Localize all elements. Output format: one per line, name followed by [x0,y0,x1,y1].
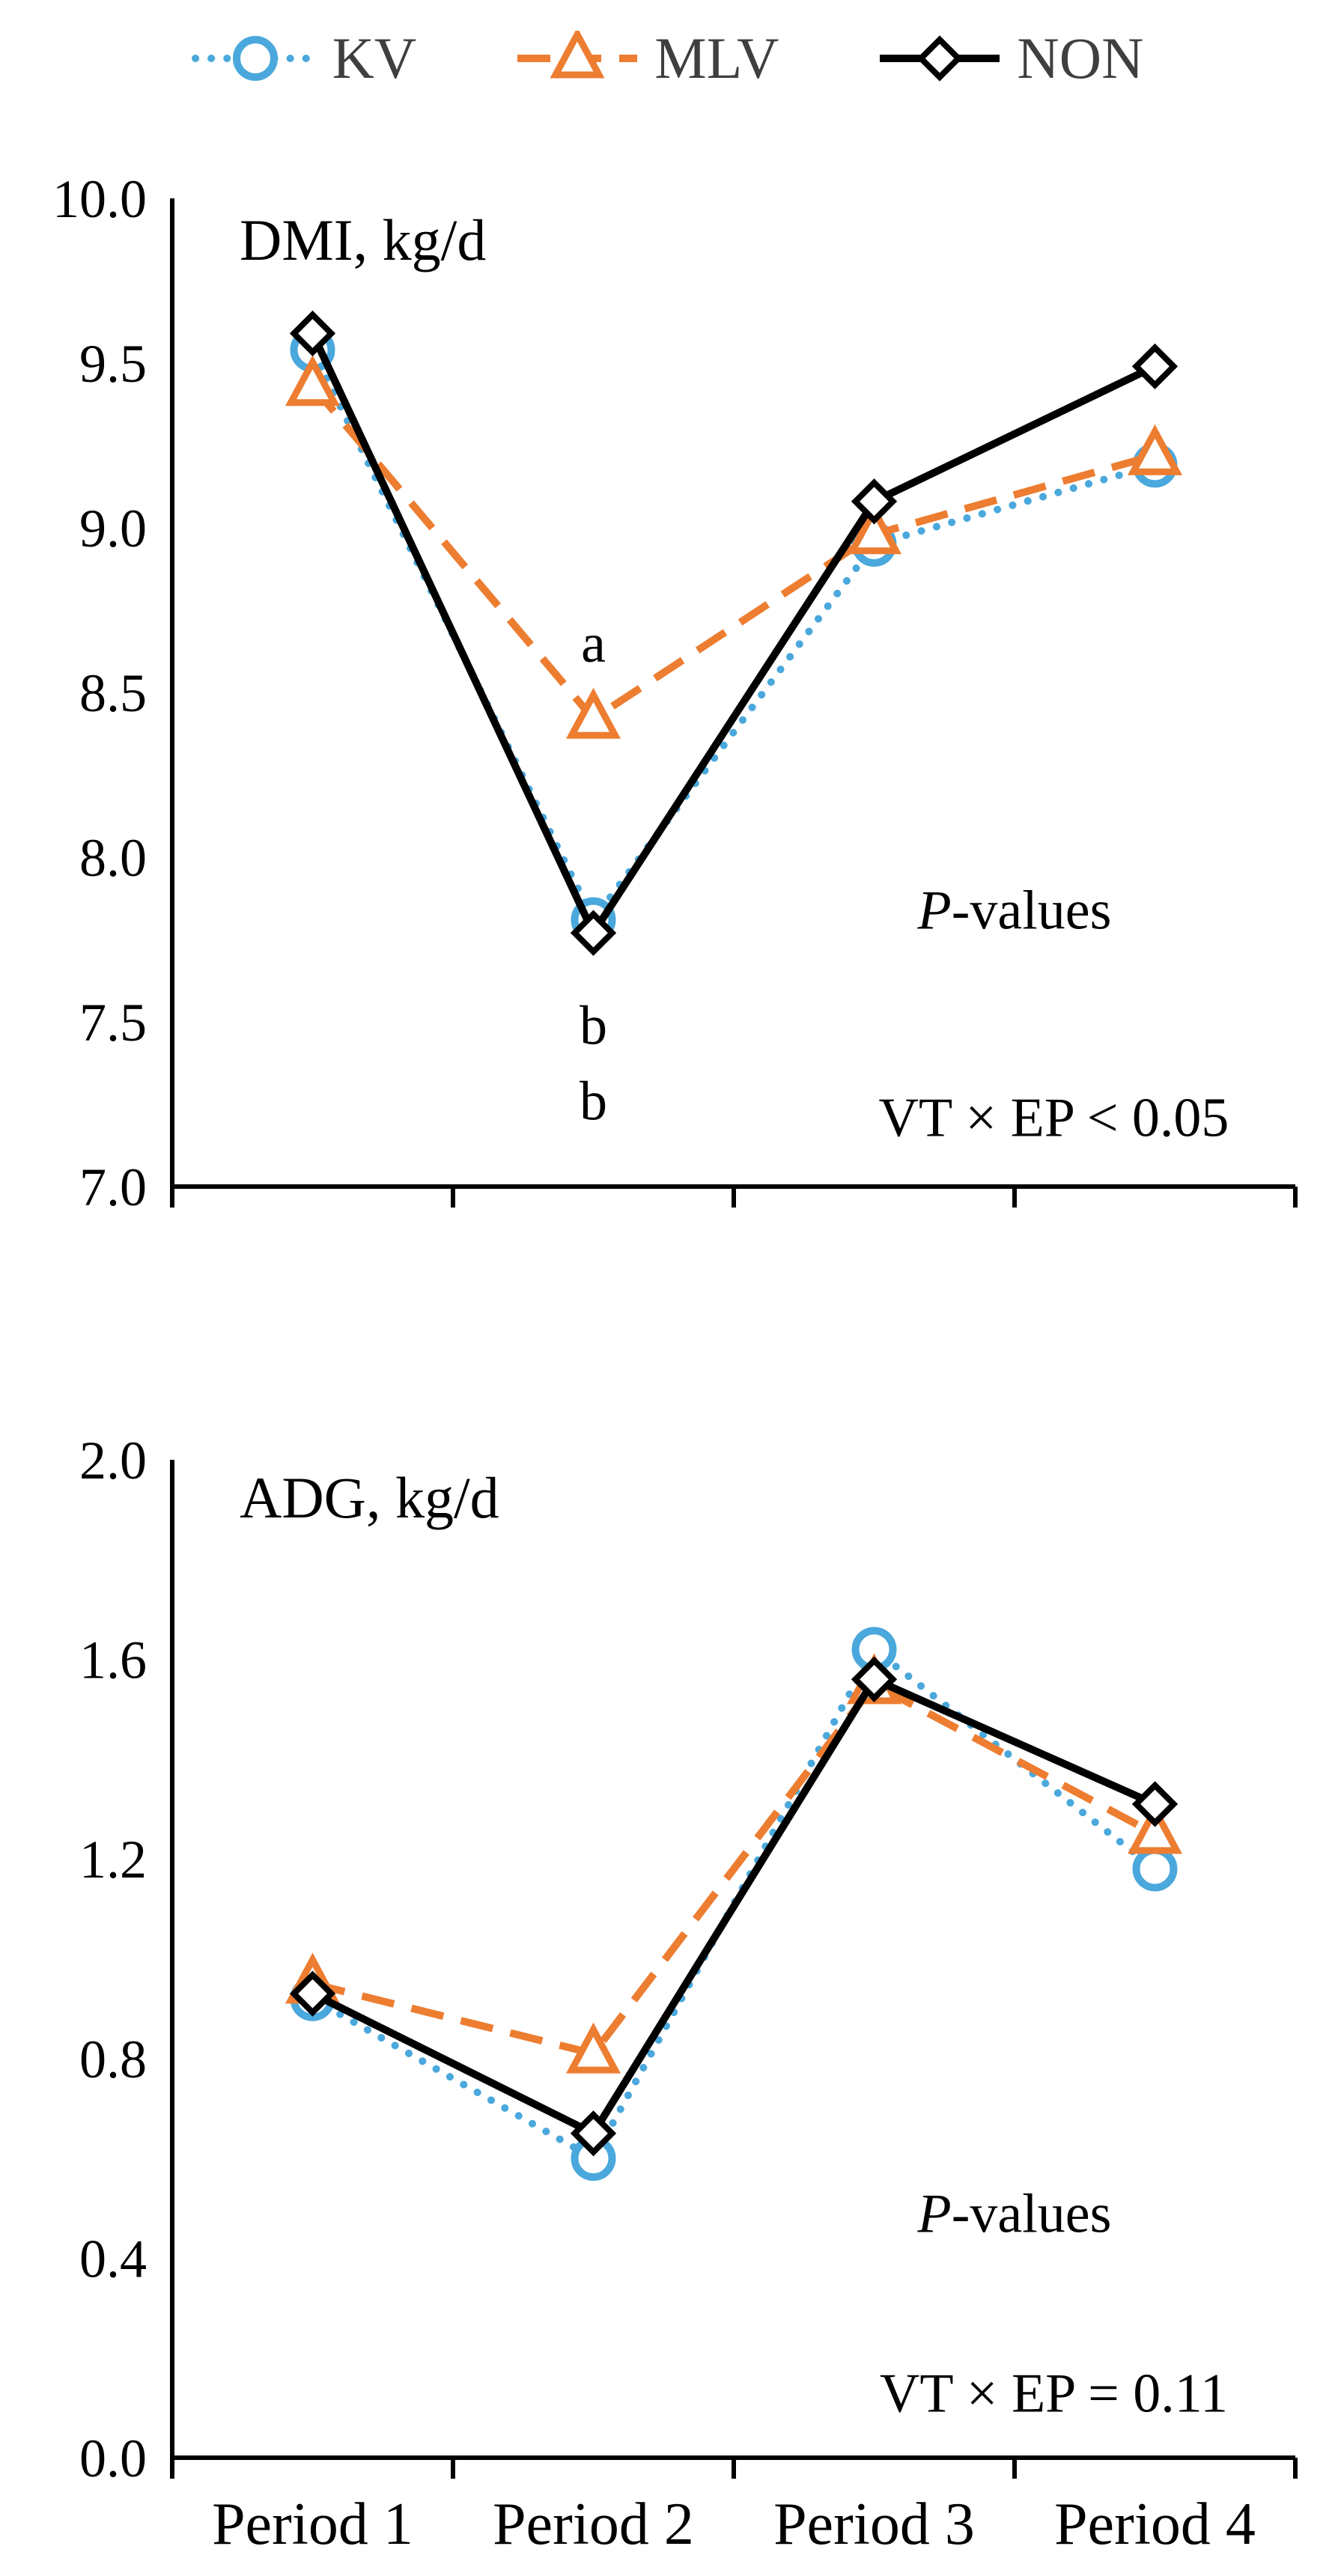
triangle-marker [565,687,621,739]
circle-marker [232,36,278,81]
diamond-marker [570,910,617,956]
annotation: b [580,1071,607,1133]
series-line-non [311,1674,1157,2139]
y-tick-label: 1.6 [79,1630,147,1690]
diamond-marker [289,1970,336,2017]
x-tick-label: Period 2 [493,2491,694,2557]
chart-legend: KV MLV NON [0,13,1335,103]
legend-label: NON [1017,25,1144,91]
x-tick-label: Period 1 [212,2491,413,2557]
x-tick-label: Period 3 [773,2491,975,2557]
diamond-marker [570,2110,617,2157]
triangle-marker [1127,424,1183,475]
triangle-marker [846,503,902,555]
series-line-mlv [311,1679,1157,2058]
diamond-marker [916,35,964,82]
series-line-kv [308,346,1159,928]
triangle-marker [1127,1803,1183,1854]
triangle-marker [550,31,605,79]
y-tick-label: 8.0 [79,828,147,888]
y-tick-label: 8.5 [79,663,147,723]
dmi-chart: 7.0 7.5 8.0 8.5 9.0 9.5 10.0 a bb P-values VT × EP… [52,169,1298,1217]
legend-sample-solid-line-icon [880,35,1000,82]
y-tick-label: 9.0 [79,499,147,558]
diamond-marker [1131,1781,1179,1827]
legend-item-non: NON [876,29,1143,88]
triangle-marker [565,2022,621,2074]
annotation: a [581,613,606,675]
adg-chart-title: ADG, kg/d [240,1465,499,1530]
legend-sample-dashed-line-icon [517,31,638,79]
x-tick-label: Period 4 [1054,2491,1256,2557]
annotation: P-values [917,880,1112,941]
diamond-marker [851,478,898,525]
diamond-marker [851,1656,898,1702]
series-line-mlv [309,383,1156,724]
y-tick-label: 7.0 [79,1157,147,1217]
y-tick-label: 7.5 [79,993,147,1053]
legend-item-mlv: MLV [514,29,779,88]
annotation: P-values [917,2183,1112,2244]
series-line-non [308,332,1157,941]
y-tick-label: 10.0 [52,169,147,229]
legend-label: KV [332,25,417,91]
y-tick-label: 9.5 [79,334,147,394]
annotation: VT × EP = 0.11 [880,2363,1228,2424]
y-tick-label: 0.8 [79,2030,147,2089]
diamond-marker [1131,343,1179,390]
legend-sample-dotted-line-icon [191,36,319,81]
legend-item-kv: KV [191,25,417,91]
y-tick-label: 0.0 [79,2429,147,2488]
annotation: b [580,995,607,1056]
circle-marker [1132,1846,1178,1892]
legend-label: MLV [654,25,779,91]
y-tick-label: 0.4 [79,2229,147,2289]
adg-chart: 0.0 0.4 0.8 1.2 1.6 2.0 Period 1 Period 2 Period… [79,1431,1298,2557]
diamond-marker [289,310,336,357]
y-tick-label: 1.2 [79,1830,147,1890]
triangle-marker [285,355,341,407]
annotation: VT × EP < 0.05 [879,1088,1229,1149]
dmi-chart-title: DMI, kg/d [240,207,487,272]
y-tick-label: 2.0 [79,1431,147,1491]
